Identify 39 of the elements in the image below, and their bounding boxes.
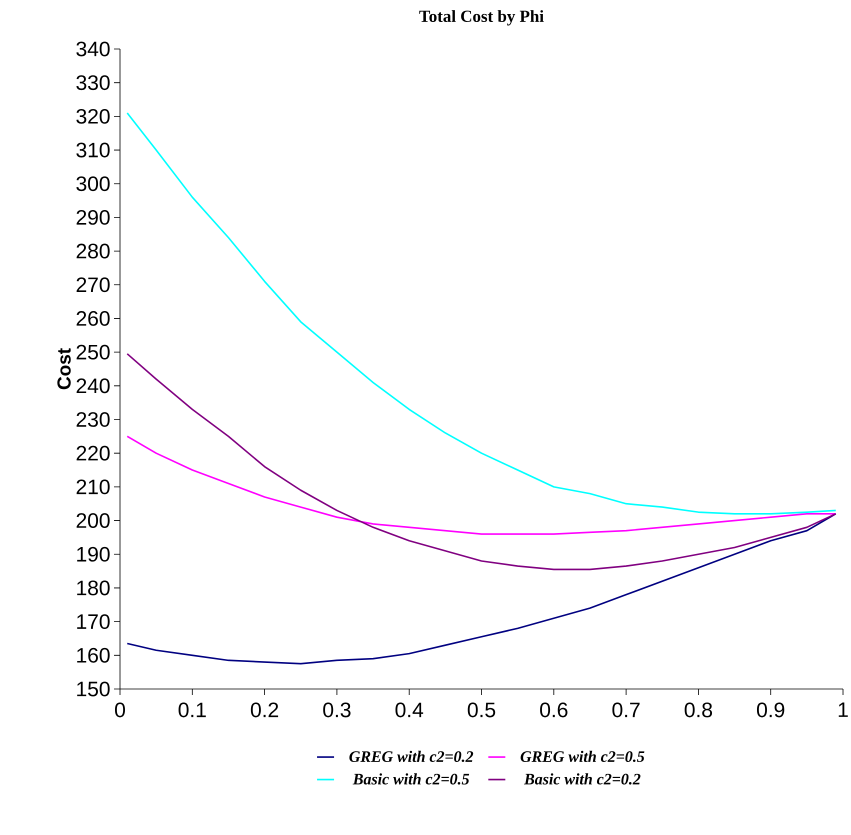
y-tick-label: 150 <box>77 682 110 696</box>
y-tick-label: 220 <box>76 446 110 461</box>
y-tick-label: 260 <box>76 311 110 326</box>
y-tick-label: 170 <box>77 614 110 630</box>
y-tick-label: 190 <box>77 546 110 562</box>
x-tick-label: 1 <box>838 702 848 717</box>
x-tick-label: 0.7 <box>612 702 640 718</box>
x-tick-label: 0.3 <box>323 702 351 718</box>
x-tick-label: 0.2 <box>250 702 278 718</box>
x-tick-label: 0.6 <box>540 702 568 718</box>
y-tick-label: 210 <box>76 479 110 494</box>
x-tick-label: 0.1 <box>178 702 206 718</box>
y-tick-label: 320 <box>76 108 110 124</box>
x-tick-label: 0.8 <box>684 702 712 718</box>
y-axis-title: Cost <box>57 348 71 390</box>
y-tick-label: 330 <box>76 75 110 90</box>
y-tick-label: 280 <box>76 244 110 258</box>
y-tick-label: 290 <box>76 210 110 225</box>
y-tick-label: 240 <box>76 378 110 394</box>
legend-label: Basic with c2=0.5 <box>352 773 470 785</box>
x-tick-label: 0.5 <box>468 702 496 718</box>
y-tick-label: 250 <box>76 344 110 360</box>
chart-title: Total Cost by Phi <box>419 10 544 26</box>
y-tick-label: 270 <box>76 277 110 292</box>
y-tick-label: 160 <box>77 648 110 663</box>
y-tick-label: 340 <box>76 42 110 56</box>
x-tick-label: 0.9 <box>756 702 784 718</box>
y-tick-label: 310 <box>76 142 110 158</box>
y-tick-label: 230 <box>76 412 110 427</box>
legend-label: Basic with c2=0.2 <box>524 773 640 785</box>
legend-label: GREG with c2=0.2 <box>349 750 474 762</box>
legend-label: GREG with c2=0.5 <box>520 750 644 762</box>
y-tick-label: 200 <box>76 513 110 528</box>
y-tick-label: 180 <box>77 580 110 596</box>
line-series <box>126 353 837 570</box>
line-series <box>126 112 837 515</box>
y-tick-label: 300 <box>76 176 110 192</box>
x-tick-label: 0.4 <box>395 702 424 718</box>
x-tick-label: 0 <box>115 702 126 718</box>
